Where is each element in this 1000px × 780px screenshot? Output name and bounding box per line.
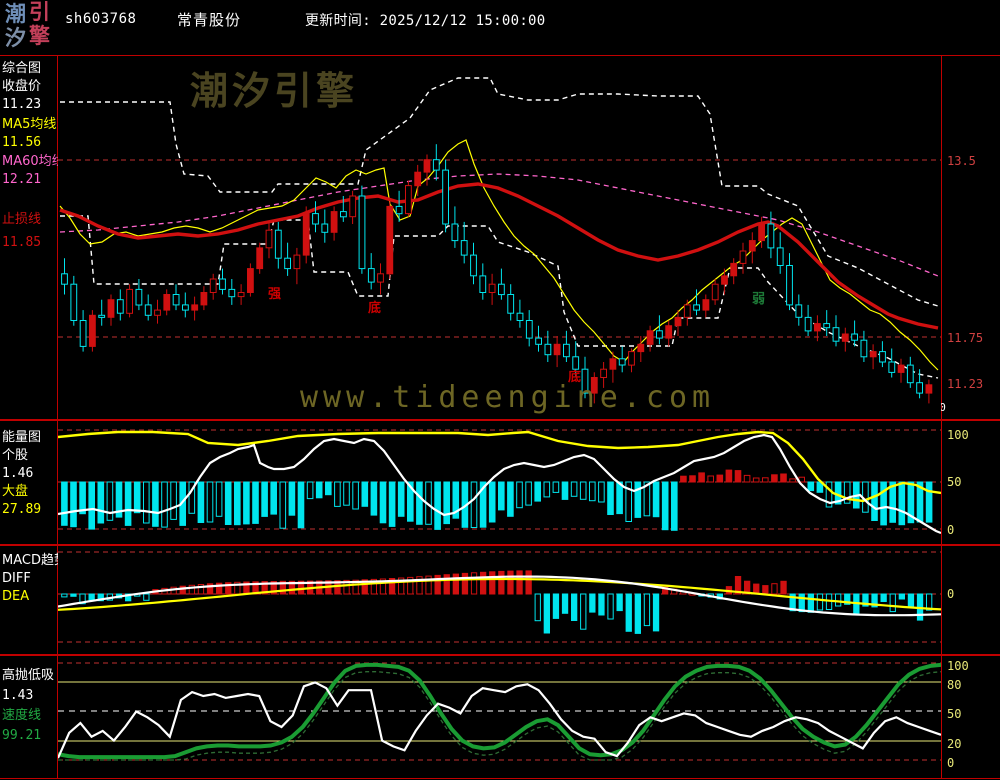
logo-char-3: 汐	[5, 26, 26, 50]
energy-svg	[58, 429, 941, 535]
url-watermark: www.tideengine.com	[300, 380, 716, 415]
price-plot-area	[58, 56, 941, 419]
marker-weak-1: 弱	[752, 292, 766, 307]
stock-code: sh603768	[65, 11, 137, 27]
price-ytick-0: 13.5	[947, 154, 976, 168]
legend-ma60-value: 12.21	[2, 172, 42, 187]
kdj-ytick-0: 0	[947, 756, 955, 770]
price-ytick-1: 11.75	[947, 331, 984, 345]
legend-index-value: 27.89	[2, 502, 42, 517]
ma5-line	[59, 139, 939, 371]
marker-bottom-2: 底	[568, 370, 582, 385]
marker-bottom-1: 底	[368, 301, 382, 316]
brand-watermark: 潮汐引擎	[190, 69, 359, 113]
legend-ma5-value: 11.56	[2, 135, 42, 150]
legend-stopline-label: 止损线	[2, 212, 42, 227]
legend-speedline-label: 速度线	[2, 708, 42, 723]
energy-gridlines	[58, 429, 941, 530]
legend-ma60-label: MA60均线	[2, 154, 65, 169]
kdj-left-axis-line	[57, 655, 58, 779]
macd-right-axis-line	[941, 545, 942, 655]
price-gridlines	[58, 159, 941, 338]
kdj-ytick-100: 100	[947, 659, 969, 673]
price-candlestick-svg	[58, 77, 941, 404]
marker-strong-1: 强	[268, 287, 282, 302]
kdj-panel: 高抛低吸 1.43 速度线 99.21 100 80 50 20 0	[0, 655, 1000, 780]
kdj-red-gridlines	[58, 662, 941, 761]
kdj-plot-area	[58, 656, 941, 778]
legend-dea-label: DEA	[2, 589, 30, 604]
kdj-svg	[58, 662, 941, 761]
macd-panel-frame	[0, 545, 1000, 655]
legend-close-label: 收盘价	[2, 79, 42, 94]
energy-left-axis-line	[57, 420, 58, 545]
logo-char-1: 潮	[5, 2, 26, 26]
price-panel-title: 综合图	[2, 61, 42, 76]
kdj-speed-line	[58, 662, 941, 760]
legend-stopline-value: 11.85	[2, 235, 42, 250]
legend-close-value: 11.23	[2, 97, 42, 112]
legend-stock-value: 1.46	[2, 466, 34, 481]
logo-char-2: 引	[29, 0, 50, 24]
energy-right-axis-line	[941, 420, 942, 545]
macd-left-axis-line	[57, 545, 58, 655]
stock-name: 常青股份	[177, 11, 242, 29]
kdj-panel-title: 高抛低吸	[2, 668, 55, 683]
macd-histogram	[61, 570, 933, 634]
macd-dea-line	[58, 577, 941, 611]
price-ytick-2: 11.23	[947, 377, 984, 391]
energy-panel-title: 能量图	[2, 430, 42, 445]
energy-index-line	[58, 430, 941, 503]
price-panel: 综合图 收盘价 11.23 MA5均线 11.56 MA60均线 12.21 止…	[0, 55, 1000, 420]
macd-ytick-0: 0	[947, 587, 955, 601]
legend-ma5-label: MA5均线	[2, 117, 57, 132]
kdj-main-line	[58, 681, 941, 759]
ma60-line	[59, 173, 939, 277]
energy-histogram	[61, 469, 933, 531]
legend-diff-label: DIFF	[2, 571, 31, 586]
kdj-ytick-80: 80	[947, 678, 962, 692]
energy-panel: 能量图 个股 1.46 大盘 27.89 100 50 0	[0, 420, 1000, 545]
stopline-trend-line	[59, 182, 939, 330]
kdj-band-lines	[58, 681, 941, 742]
brand-logo: 潮 引 汐 擎	[4, 2, 60, 54]
energy-panel-frame	[0, 420, 1000, 545]
legend-speedline-value: 99.21	[2, 728, 42, 743]
kdj-ytick-20: 20	[947, 737, 962, 751]
macd-panel-title: MACD趋势	[2, 553, 67, 568]
energy-ytick-0: 0	[947, 523, 955, 537]
energy-ytick-100: 100	[947, 428, 969, 442]
price-right-axis-line	[941, 55, 942, 420]
energy-ytick-50: 50	[947, 475, 962, 489]
channel-upper-dashed-line	[60, 77, 939, 307]
kdj-speed-dashed-line	[58, 671, 941, 761]
macd-diff-line	[58, 575, 941, 617]
logo-char-4: 擎	[29, 24, 50, 48]
price-left-axis-line	[57, 55, 58, 420]
kdj-ytick-50: 50	[947, 707, 962, 721]
macd-svg	[58, 551, 941, 643]
macd-plot-area	[58, 546, 941, 654]
kdj-right-axis-line	[941, 655, 942, 779]
channel-lower-dashed-line	[60, 215, 939, 379]
energy-plot-area	[58, 421, 941, 544]
app-header: 潮 引 汐 擎 sh603768 常青股份 更新时间: 2025/12/12 1…	[0, 0, 1000, 55]
kdj-panel-frame	[0, 655, 1000, 779]
candlestick-series	[61, 144, 933, 404]
kdj-main-value: 1.43	[2, 688, 34, 703]
legend-stock-label: 个股	[2, 448, 29, 463]
update-time: 更新时间: 2025/12/12 15:00:00	[305, 13, 546, 29]
energy-stock-line	[58, 433, 941, 535]
price-panel-frame	[0, 55, 1000, 420]
legend-index-label: 大盘	[2, 484, 29, 499]
macd-panel: MACD趋势 DIFF DEA 0	[0, 545, 1000, 655]
